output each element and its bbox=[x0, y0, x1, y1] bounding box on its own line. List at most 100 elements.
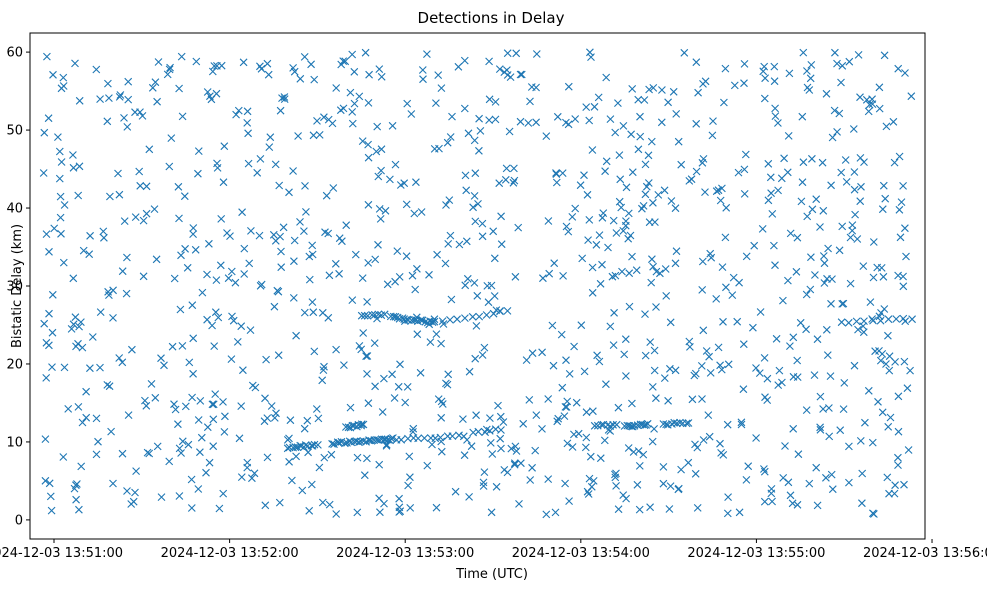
data-point bbox=[661, 265, 670, 273]
data-point bbox=[589, 477, 598, 485]
data-point bbox=[480, 468, 489, 476]
data-point bbox=[894, 64, 903, 73]
data-point bbox=[433, 250, 441, 259]
data-point bbox=[338, 237, 346, 246]
data-point bbox=[239, 366, 247, 375]
data-point bbox=[215, 504, 224, 513]
data-point bbox=[565, 497, 573, 505]
data-point bbox=[652, 267, 661, 276]
data-point bbox=[148, 83, 157, 92]
data-point bbox=[819, 206, 828, 215]
data-point bbox=[892, 315, 901, 323]
data-point bbox=[850, 185, 859, 194]
data-point bbox=[624, 209, 633, 218]
data-point bbox=[227, 355, 236, 363]
data-point bbox=[410, 209, 419, 218]
data-point bbox=[192, 57, 201, 66]
data-point bbox=[611, 470, 619, 479]
data-point bbox=[495, 65, 504, 73]
data-point bbox=[625, 302, 634, 311]
data-point bbox=[310, 440, 319, 449]
x-tick-label: 2024-12-03 13:56:00 bbox=[863, 546, 987, 561]
data-point bbox=[549, 361, 558, 370]
data-point bbox=[699, 80, 707, 88]
data-point bbox=[395, 273, 404, 281]
data-point bbox=[212, 276, 221, 284]
data-point bbox=[465, 493, 473, 501]
data-point bbox=[340, 361, 348, 369]
data-point bbox=[742, 476, 751, 484]
data-point bbox=[368, 311, 376, 319]
data-point bbox=[619, 122, 628, 130]
data-point bbox=[707, 253, 716, 262]
data-point bbox=[810, 371, 819, 379]
data-point bbox=[775, 366, 784, 375]
data-point bbox=[682, 419, 691, 428]
data-point bbox=[644, 151, 653, 160]
data-point bbox=[485, 95, 494, 104]
data-point bbox=[808, 205, 817, 214]
data-point bbox=[615, 197, 624, 206]
data-point bbox=[524, 119, 533, 127]
data-point bbox=[664, 396, 672, 405]
data-point bbox=[660, 186, 669, 195]
y-tick-label: 10 bbox=[6, 435, 23, 450]
data-point bbox=[562, 356, 570, 365]
data-point bbox=[374, 310, 383, 319]
data-point bbox=[677, 160, 686, 169]
data-point bbox=[646, 503, 654, 512]
data-point bbox=[461, 314, 469, 322]
data-point bbox=[280, 93, 289, 101]
data-point bbox=[576, 181, 585, 190]
data-point bbox=[355, 342, 364, 350]
data-point bbox=[321, 228, 329, 237]
data-point bbox=[308, 298, 317, 306]
data-point bbox=[899, 282, 908, 291]
data-point bbox=[894, 271, 902, 280]
data-point bbox=[152, 255, 161, 264]
data-point bbox=[250, 469, 259, 478]
data-point bbox=[122, 289, 131, 298]
data-point bbox=[45, 247, 53, 256]
data-point bbox=[474, 200, 482, 208]
data-point bbox=[878, 408, 887, 417]
data-point bbox=[497, 426, 505, 434]
data-point bbox=[55, 147, 64, 156]
data-point bbox=[318, 376, 327, 385]
data-point bbox=[838, 61, 847, 70]
data-point bbox=[461, 281, 470, 290]
data-point bbox=[760, 94, 769, 103]
data-point bbox=[486, 414, 494, 422]
data-point bbox=[41, 435, 50, 443]
data-point bbox=[211, 308, 220, 317]
data-point bbox=[489, 227, 498, 236]
data-point bbox=[348, 50, 357, 59]
data-point bbox=[772, 334, 781, 343]
data-point bbox=[784, 276, 792, 285]
data-point bbox=[897, 198, 906, 206]
data-point bbox=[764, 159, 773, 168]
data-point bbox=[517, 459, 525, 468]
data-point bbox=[858, 499, 866, 508]
data-point bbox=[404, 316, 413, 324]
data-point bbox=[153, 97, 161, 106]
data-point bbox=[355, 438, 363, 447]
data-point bbox=[430, 145, 439, 153]
data-point bbox=[75, 162, 84, 171]
data-point bbox=[74, 403, 83, 411]
data-point bbox=[562, 403, 571, 411]
data-point bbox=[471, 354, 480, 363]
data-point bbox=[42, 230, 51, 238]
data-point bbox=[884, 422, 893, 431]
data-point bbox=[692, 167, 701, 176]
data-point bbox=[739, 385, 748, 394]
data-point bbox=[371, 255, 380, 264]
data-point bbox=[718, 184, 726, 193]
data-point bbox=[628, 252, 636, 261]
data-point bbox=[865, 100, 874, 109]
data-point bbox=[691, 469, 700, 478]
data-point bbox=[54, 133, 62, 141]
data-point bbox=[396, 360, 404, 369]
data-point bbox=[793, 500, 802, 509]
data-point bbox=[512, 49, 521, 58]
